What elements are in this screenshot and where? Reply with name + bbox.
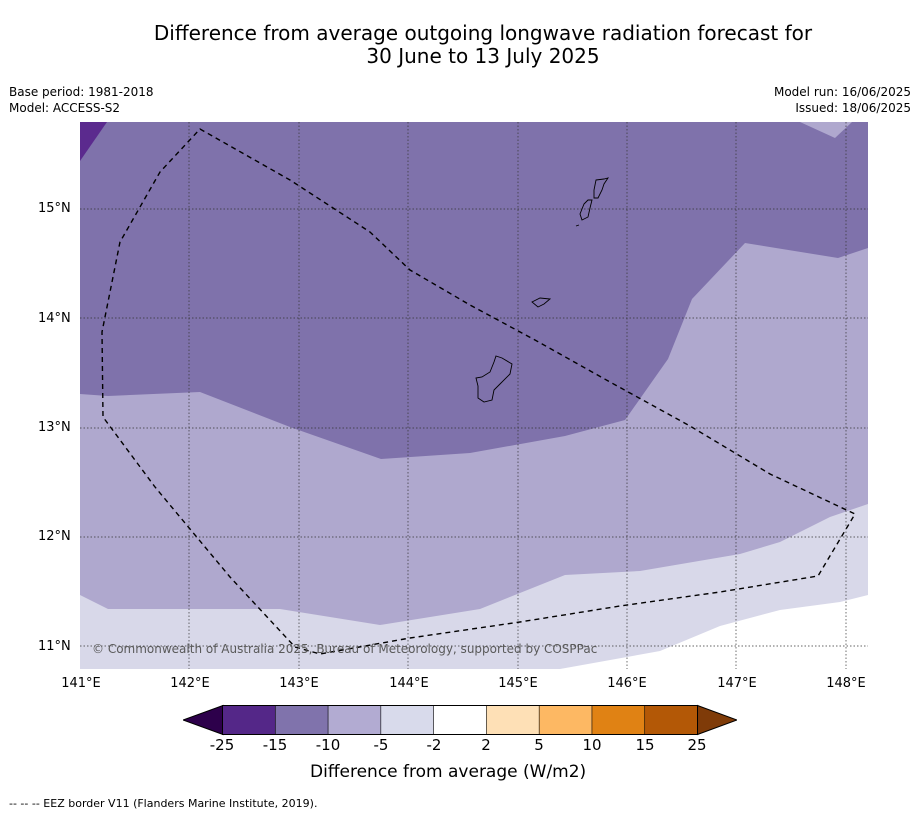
island-rota bbox=[531, 297, 552, 308]
cb-tick-minus25: -25 bbox=[209, 736, 235, 754]
model-label: Model: ACCESS-S2 bbox=[9, 101, 121, 115]
colorbar-segment bbox=[222, 705, 277, 735]
island-aguijan bbox=[575, 224, 580, 227]
cb-tick-5: 5 bbox=[534, 736, 544, 754]
meta-left: Base period: 1981-2018 Model: ACCESS-S2 bbox=[9, 84, 154, 116]
band-minus15-minus10 bbox=[80, 122, 868, 459]
island-guam bbox=[475, 355, 513, 403]
lon-label-144e: 144°E bbox=[389, 676, 429, 691]
colorbar-segment bbox=[486, 705, 540, 735]
eez-footnote: -- -- -- EEZ border V11 (Flanders Marine… bbox=[9, 797, 318, 810]
band-below-minus15 bbox=[80, 122, 107, 161]
island-tinian bbox=[579, 199, 593, 221]
colorbar-segment bbox=[327, 705, 382, 735]
map-svg: © Commonwealth of Australia 2025, Bureau… bbox=[80, 122, 868, 669]
chart-title: Difference from average outgoing longwav… bbox=[0, 22, 919, 68]
lon-label-147e: 147°E bbox=[717, 676, 757, 691]
colorbar-outline bbox=[222, 705, 698, 735]
lon-label-143e: 143°E bbox=[279, 676, 319, 691]
cb-tick-minus5: -5 bbox=[373, 736, 389, 754]
cb-tick-minus10: -10 bbox=[315, 736, 341, 754]
meta-right: Model run: 16/06/2025 Issued: 18/06/2025 bbox=[774, 84, 911, 116]
lat-label-13n: 13°N bbox=[38, 420, 71, 435]
colorbar-extend-high bbox=[697, 704, 739, 736]
lon-label-146e: 146°E bbox=[607, 676, 647, 691]
colorbar-segment bbox=[274, 705, 329, 735]
eez-border bbox=[101, 128, 856, 655]
model-run-label: Model run: 16/06/2025 bbox=[773, 85, 911, 99]
cb-tick-minus15: -15 bbox=[262, 736, 288, 754]
colorbar-segment bbox=[591, 705, 646, 735]
title-line-1: Difference from average outgoing longwav… bbox=[153, 21, 813, 45]
colorbar-segment bbox=[380, 705, 435, 735]
graticule bbox=[80, 122, 868, 669]
cb-tick-10: 10 bbox=[582, 736, 602, 754]
lat-label-11n: 11°N bbox=[38, 639, 71, 654]
cb-tick-2: 2 bbox=[481, 736, 491, 754]
cb-tick-25: 25 bbox=[687, 736, 707, 754]
cb-tick-15: 15 bbox=[635, 736, 655, 754]
lat-label-14n: 14°N bbox=[38, 311, 71, 326]
title-line-2: 30 June to 13 July 2025 bbox=[366, 44, 600, 68]
colorbar-segment bbox=[433, 705, 488, 735]
lat-label-15n: 15°N bbox=[38, 201, 71, 216]
islands bbox=[475, 177, 610, 403]
copyright-text: © Commonwealth of Australia 2025, Bureau… bbox=[92, 642, 597, 656]
base-period-label: Base period: 1981-2018 bbox=[9, 85, 154, 99]
island-saipan bbox=[593, 177, 610, 199]
colorbar-segment bbox=[538, 705, 593, 735]
map-panel: © Commonwealth of Australia 2025, Bureau… bbox=[80, 122, 868, 669]
lon-label-148e: 148°E bbox=[826, 676, 866, 691]
colorbar-extend-low bbox=[181, 704, 224, 736]
cb-tick-minus2: -2 bbox=[426, 736, 442, 754]
lon-label-145e: 145°E bbox=[498, 676, 538, 691]
colorbar-title: Difference from average (W/m2) bbox=[310, 762, 587, 782]
colorbar-segment bbox=[644, 705, 699, 735]
issued-label: Issued: 18/06/2025 bbox=[795, 101, 911, 115]
colorbar bbox=[181, 704, 739, 736]
lat-label-12n: 12°N bbox=[38, 529, 71, 544]
lon-label-142e: 142°E bbox=[170, 676, 210, 691]
colorbar-svg bbox=[181, 704, 739, 736]
lon-label-141e: 141°E bbox=[61, 676, 101, 691]
